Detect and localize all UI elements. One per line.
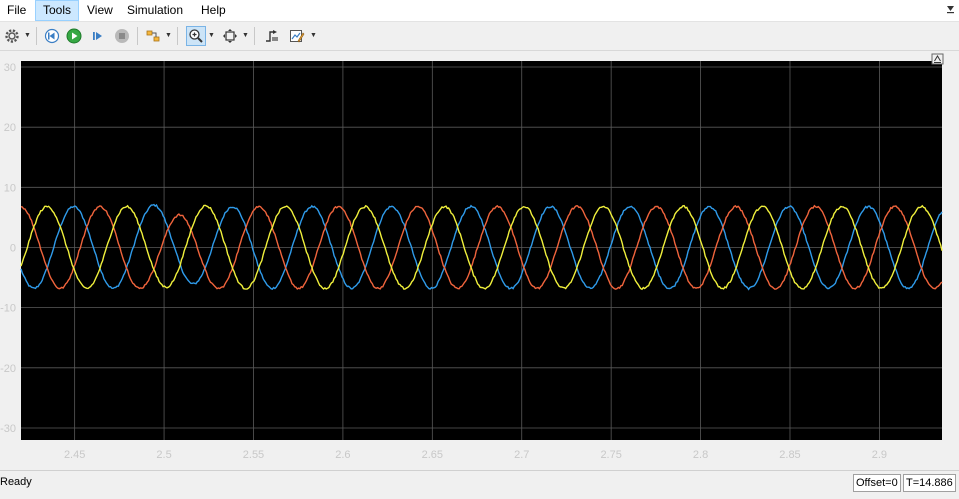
fit-axes-icon[interactable]: [220, 26, 240, 46]
fit-chevron-down-icon[interactable]: ▼: [242, 32, 249, 39]
run-icon[interactable]: [64, 26, 84, 46]
status-text: Ready: [0, 476, 32, 488]
time-readout: T=14.886: [903, 474, 956, 492]
menu-bar: File Tools View Simulation Help: [0, 0, 959, 22]
y-tick-label: 0: [10, 242, 16, 254]
triggers-icon[interactable]: [262, 26, 282, 46]
y-tick-label: 30: [4, 62, 16, 74]
grid-lines: [21, 61, 942, 440]
highlight-chevron-down-icon[interactable]: ▼: [165, 32, 172, 39]
x-tick-label: 2.55: [243, 449, 264, 461]
status-bar: Ready Offset=0 T=14.886: [0, 470, 959, 499]
toolbar-separator: [36, 27, 37, 45]
axes-background[interactable]: [21, 61, 942, 440]
x-tick-labels: 2.45 2.5 2.55 2.6 2.65 2.7 2.75 2.8 2.85 2.9: [64, 449, 887, 461]
menu-simulation[interactable]: Simulation: [127, 3, 184, 17]
menu-file[interactable]: File: [7, 3, 27, 17]
menu-tools[interactable]: Tools: [35, 0, 80, 21]
toolbar: ▼ ▼ ▼ ▼ ▼: [0, 22, 959, 51]
zoom-chevron-down-icon[interactable]: ▼: [208, 32, 215, 39]
series-line-1: [20, 203, 943, 291]
step-back-icon[interactable]: [42, 26, 62, 46]
menu-view[interactable]: View: [87, 3, 113, 17]
x-tick-label: 2.7: [514, 449, 529, 461]
series-line-3: [20, 204, 943, 291]
x-tick-label: 2.8: [693, 449, 708, 461]
y-tick-label: -30: [0, 423, 16, 435]
highlight-icon[interactable]: [143, 26, 163, 46]
x-tick-label: 2.9: [872, 449, 887, 461]
y-tick-label: 10: [4, 182, 16, 194]
style-chevron-down-icon[interactable]: ▼: [310, 32, 317, 39]
x-tick-label: 2.85: [779, 449, 800, 461]
scope-plot-area: 30 20 10 0 -10 -20 -30 2.45 2.5 2.55 2.6 2.65 2.7 2.…: [0, 52, 959, 468]
toolbar-separator: [254, 27, 255, 45]
zoom-in-icon[interactable]: [186, 26, 206, 46]
series-lines: [20, 203, 943, 291]
stop-icon[interactable]: [112, 26, 132, 46]
y-tick-label: -20: [0, 363, 16, 375]
toolbar-separator: [137, 27, 138, 45]
x-tick-label: 2.75: [600, 449, 621, 461]
y-tick-label: 20: [4, 122, 16, 134]
x-tick-label: 2.6: [335, 449, 350, 461]
gear-icon[interactable]: [2, 26, 22, 46]
gear-menu-chevron-down-icon[interactable]: ▼: [24, 32, 31, 39]
step-forward-icon[interactable]: [88, 26, 108, 46]
y-tick-label: -10: [0, 303, 16, 315]
maximize-axes-icon[interactable]: [931, 53, 944, 65]
y-tick-labels: 30 20 10 0 -10 -20 -30: [0, 62, 16, 435]
undock-icon[interactable]: [946, 5, 955, 16]
x-tick-label: 2.5: [156, 449, 171, 461]
style-icon[interactable]: [287, 26, 307, 46]
x-tick-label: 2.45: [64, 449, 85, 461]
toolbar-separator: [177, 27, 178, 45]
x-tick-label: 2.65: [422, 449, 443, 461]
offset-readout: Offset=0: [853, 474, 901, 492]
menu-help[interactable]: Help: [201, 3, 226, 17]
